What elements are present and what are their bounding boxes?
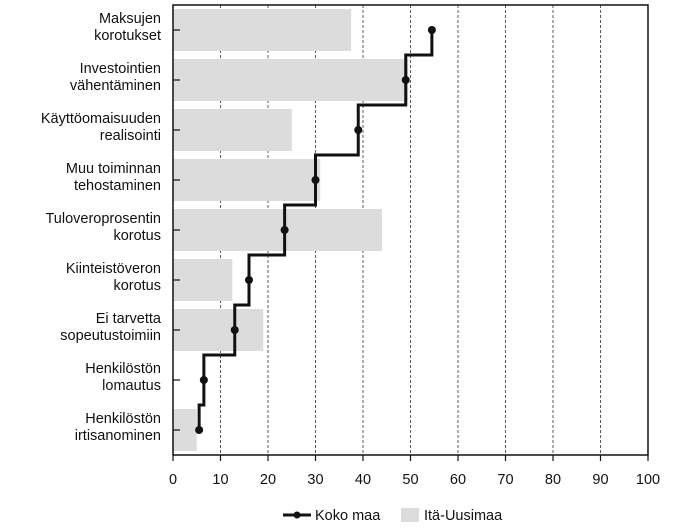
x-tick-label: 20 <box>260 472 276 488</box>
legend-label-ita-uusimaa: Itä-Uusimaa <box>424 508 503 524</box>
bar <box>173 109 292 151</box>
category-label: realisointi <box>100 128 161 144</box>
category-label: vähentäminen <box>70 78 161 94</box>
category-label: Muu toiminnan <box>66 161 161 177</box>
legend-label-koko-maa: Koko maa <box>315 508 381 524</box>
category-label: korotus <box>113 228 161 244</box>
bar-series <box>173 9 409 451</box>
category-label: Kiinteistöveron <box>66 261 161 277</box>
line-point <box>195 426 204 434</box>
bar <box>173 309 264 351</box>
category-label: Henkilöstön <box>85 411 161 427</box>
x-tick-label: 70 <box>497 472 513 488</box>
x-tick-label: 40 <box>355 472 371 488</box>
bar <box>173 259 233 301</box>
legend: Koko maa Itä-Uusimaa <box>283 508 503 524</box>
x-tick-label: 60 <box>450 472 466 488</box>
line-point <box>199 376 208 384</box>
category-label: tehostaminen <box>74 178 161 194</box>
legend-bar-swatch <box>401 508 419 522</box>
bar <box>173 59 409 101</box>
category-label: irtisanominen <box>75 428 161 444</box>
bar <box>173 9 352 51</box>
category-label: Maksujen <box>99 11 161 27</box>
line-point <box>245 276 253 284</box>
category-label: korotukset <box>94 28 161 44</box>
line-point <box>311 176 320 184</box>
x-tick-label: 0 <box>169 472 177 488</box>
axis-ticks <box>172 29 649 461</box>
category-label: lomautus <box>102 378 161 394</box>
x-tick-label: 10 <box>212 472 228 488</box>
x-tick-label: 30 <box>307 472 323 488</box>
x-tick-label: 100 <box>636 472 660 488</box>
x-tick-label: 80 <box>545 472 561 488</box>
line-point <box>280 226 289 234</box>
line-series <box>195 26 436 434</box>
category-label: Tuloveroprosentin <box>45 211 161 227</box>
legend-line-marker <box>293 511 301 519</box>
bar <box>173 209 382 251</box>
category-label: korotus <box>113 278 161 294</box>
category-label: Investointien <box>80 61 161 77</box>
line-point <box>427 26 436 34</box>
line-point <box>354 126 363 134</box>
category-label: Henkilöstön <box>85 361 161 377</box>
x-tick-label: 90 <box>592 472 608 488</box>
line-point <box>230 326 239 334</box>
category-label: Ei tarvetta <box>96 311 162 327</box>
category-label: Käyttöomaisuuden <box>41 111 161 127</box>
x-tick-labels: 0 10 20 30 40 50 60 70 80 90 100 <box>169 472 660 488</box>
x-tick-label: 50 <box>402 472 418 488</box>
bar <box>173 159 321 201</box>
category-label: sopeutustoimiin <box>60 328 161 344</box>
line-point <box>401 76 410 84</box>
bar <box>173 409 197 451</box>
